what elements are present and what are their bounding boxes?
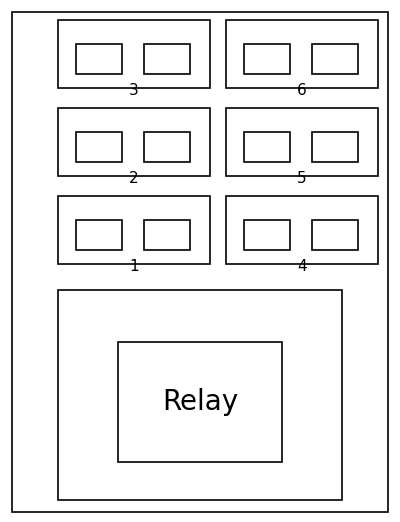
Bar (58, 196, 210, 264)
Bar (144, 220, 190, 250)
Bar (312, 44, 358, 74)
Bar (76, 44, 122, 74)
Bar (226, 196, 378, 264)
Bar (76, 220, 122, 250)
Bar (58, 290, 342, 500)
Text: 1: 1 (129, 259, 139, 274)
Bar (226, 108, 378, 176)
Text: Relay: Relay (162, 388, 238, 416)
Bar (144, 132, 190, 162)
Bar (58, 108, 210, 176)
Text: 5: 5 (297, 171, 307, 186)
Text: 3: 3 (129, 83, 139, 98)
Bar (118, 342, 282, 462)
Bar (76, 132, 122, 162)
Bar (312, 220, 358, 250)
Bar (244, 132, 290, 162)
Bar (58, 20, 210, 88)
Bar (244, 44, 290, 74)
Bar (226, 20, 378, 88)
Bar (312, 132, 358, 162)
Bar (144, 44, 190, 74)
Text: 2: 2 (129, 171, 139, 186)
Text: 4: 4 (297, 259, 307, 274)
Bar (244, 220, 290, 250)
Text: 6: 6 (297, 83, 307, 98)
